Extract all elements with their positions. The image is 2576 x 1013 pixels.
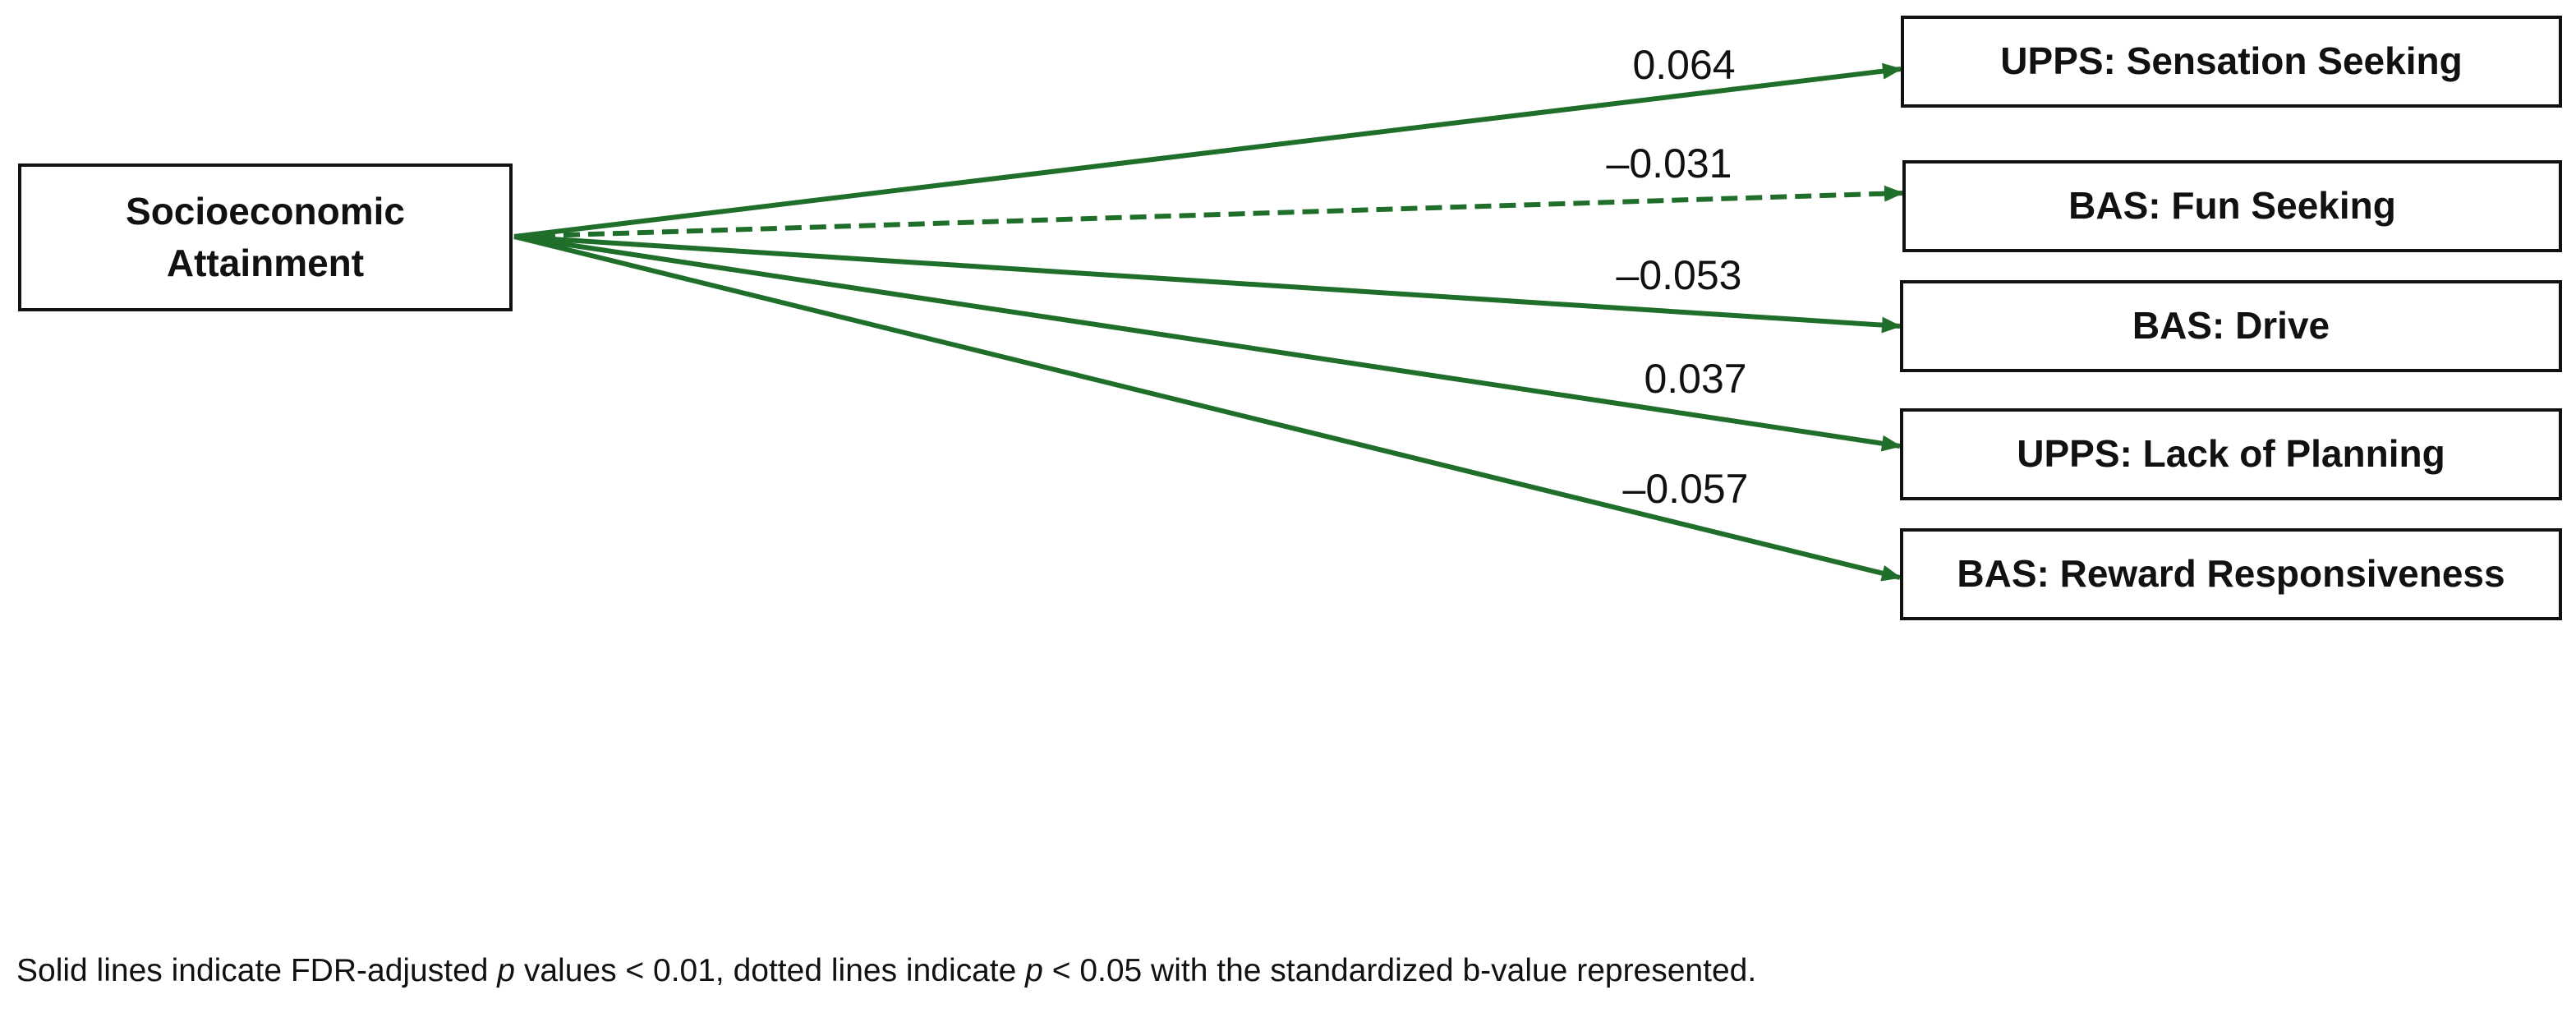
caption-p-symbol-1: p: [497, 953, 515, 988]
path-arrow-fun-seeking: [513, 185, 1904, 239]
path-arrow-drive: [513, 234, 1902, 334]
coefficient-reward-responsiveness: –0.057: [1623, 466, 1749, 512]
target-label-drive: BAS: Drive: [2132, 304, 2330, 348]
coefficient-sensation-seeking: 0.064: [1632, 42, 1735, 88]
target-node-lack-of-planning: UPPS: Lack of Planning: [1900, 408, 2562, 500]
figure-caption: Solid lines indicate FDR-adjusted p valu…: [16, 953, 1756, 989]
path-arrow-lack-of-planning: [513, 234, 1902, 452]
caption-text-part2: values < 0.01, dotted lines indicate: [515, 953, 1026, 988]
target-node-drive: BAS: Drive: [1900, 280, 2562, 372]
caption-p-symbol-2: p: [1025, 953, 1043, 988]
coefficient-lack-of-planning: 0.037: [1644, 356, 1746, 402]
coefficient-fun-seeking: –0.031: [1607, 140, 1732, 186]
target-node-fun-seeking: BAS: Fun Seeking: [1902, 160, 2562, 252]
caption-text-part3: < 0.05 with the standardized b-value rep…: [1042, 953, 1757, 988]
source-label-line2: Attainment: [166, 242, 365, 284]
target-node-reward-responsiveness: BAS: Reward Responsiveness: [1900, 528, 2562, 620]
target-node-sensation-seeking: UPPS: Sensation Seeking: [1901, 16, 2562, 108]
target-label-fun-seeking: BAS: Fun Seeking: [2068, 184, 2396, 228]
target-label-lack-of-planning: UPPS: Lack of Planning: [2017, 432, 2445, 476]
source-label-line1: Socioeconomic: [126, 189, 405, 233]
caption-text-part1: Solid lines indicate FDR-adjusted: [16, 953, 498, 988]
target-label-reward-responsiveness: BAS: Reward Responsiveness: [1957, 552, 2505, 596]
target-label-sensation-seeking: UPPS: Sensation Seeking: [2000, 39, 2463, 83]
source-node-socioeconomic-attainment: Socioeconomic Attainment: [18, 163, 513, 311]
path-arrow-sensation-seeking: [513, 62, 1902, 239]
coefficient-drive: –0.053: [1617, 252, 1742, 298]
path-arrow-reward-responsiveness: [513, 234, 1902, 582]
